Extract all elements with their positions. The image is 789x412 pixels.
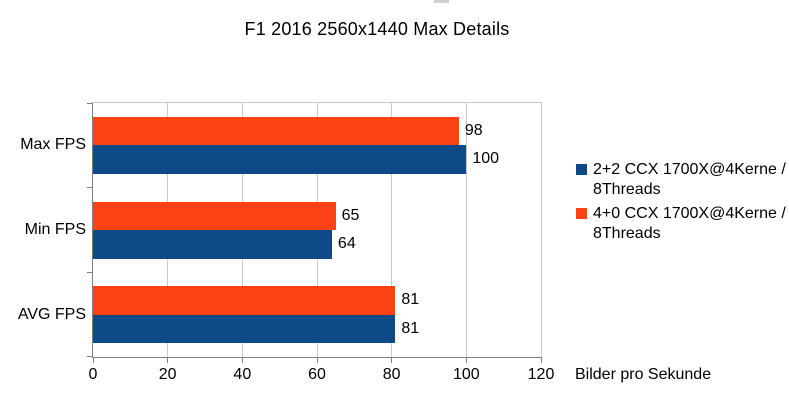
x-axis-tick	[540, 357, 542, 363]
bar-value-label: 65	[341, 206, 360, 224]
x-tick-label: 120	[527, 366, 555, 383]
chart-title: F1 2016 2560x1440 Max Details	[244, 19, 510, 39]
x-axis-tick	[465, 357, 467, 363]
category-label: Min FPS	[24, 220, 86, 238]
legend-label: 4+0 CCX 1700X@4Kerne / 8Threads	[593, 205, 786, 242]
gridline	[391, 103, 393, 357]
category-label: AVG FPS	[17, 305, 86, 323]
legend-item: 4+0 CCX 1700X@4Kerne / 8Threads	[576, 204, 789, 244]
x-axis-tick	[316, 357, 318, 363]
bar	[93, 230, 332, 259]
x-axis-title: Bilder pro Sekunde	[575, 366, 712, 383]
y-axis-tick	[87, 271, 93, 273]
x-tick-label: 0	[88, 366, 98, 383]
gridline	[540, 103, 542, 357]
legend-item: 2+2 CCX 1700X@4Kerne / 8Threads	[576, 160, 789, 200]
plot-area: 98 100 65 64 81 81	[87, 102, 542, 363]
legend-swatch-icon	[576, 208, 587, 219]
bar	[93, 116, 459, 146]
bar	[93, 201, 336, 230]
x-axis-tick	[241, 357, 243, 363]
x-tick-label: 40	[233, 366, 252, 383]
x-axis-tick	[92, 357, 94, 363]
bar-value-label: 98	[464, 121, 483, 139]
y-axis-tick	[87, 187, 93, 189]
cropped-top-fragment	[434, 0, 449, 3]
x-tick-label: 80	[382, 366, 401, 383]
legend-swatch-icon	[576, 164, 587, 175]
bar-value-label: 64	[337, 235, 356, 252]
gridline	[465, 103, 467, 357]
category-label: Max FPS	[20, 136, 86, 154]
legend: 2+2 CCX 1700X@4Kerne / 8Threads 4+0 CCX 1…	[576, 160, 789, 248]
x-tick-label: 20	[158, 366, 177, 383]
x-tick-label: 100	[452, 366, 480, 383]
x-axis-tick	[167, 357, 169, 363]
bar-value-label: 81	[401, 319, 420, 337]
bar	[93, 145, 467, 174]
y-axis-tick	[87, 355, 93, 357]
bar-value-label: 100	[472, 150, 500, 168]
bar-value-label: 81	[401, 291, 420, 309]
y-axis-tick	[87, 102, 93, 104]
x-axis-tick	[391, 357, 393, 363]
x-tick-label: 60	[308, 366, 326, 383]
legend-label: 2+2 CCX 1700X@4Kerne / 8Threads	[593, 161, 786, 198]
bar	[93, 314, 396, 344]
bar	[93, 286, 396, 315]
